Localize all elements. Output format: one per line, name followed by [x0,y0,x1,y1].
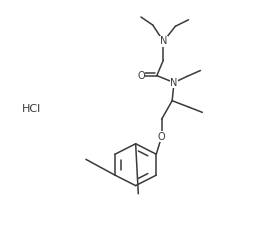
Text: O: O [158,132,165,142]
Text: HCl: HCl [22,104,41,114]
Text: N: N [170,78,178,88]
Text: N: N [160,37,167,46]
Text: O: O [137,71,145,80]
